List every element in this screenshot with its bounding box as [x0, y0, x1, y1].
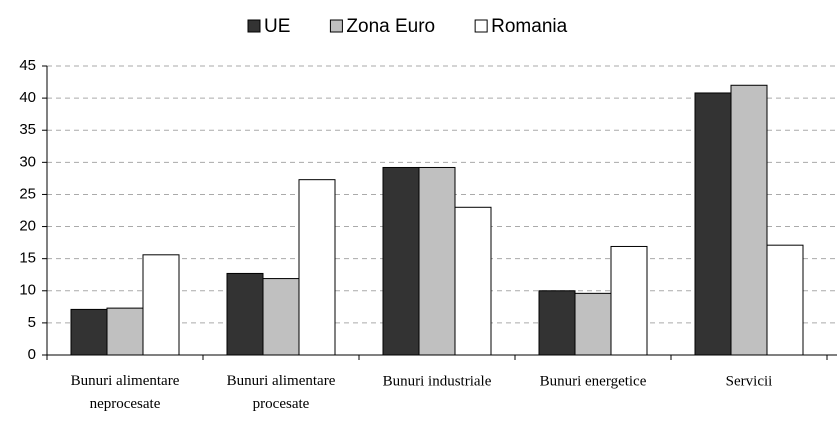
- bar: [382, 166, 420, 356]
- x-tick-label: Bunuri alimentare neprocesate: [71, 373, 180, 412]
- bar: [298, 179, 336, 356]
- bar: [574, 292, 612, 356]
- x-tick-label: Bunuri energetice: [540, 373, 647, 389]
- bar: [262, 278, 300, 356]
- y-tick-label: 40: [19, 89, 36, 106]
- legend-label: Zona Euro: [346, 16, 435, 37]
- bar: [226, 272, 264, 356]
- y-tick-label: 10: [19, 282, 36, 299]
- y-tick-label: 25: [19, 185, 36, 202]
- bar: [418, 166, 456, 356]
- y-tick-label: 5: [28, 314, 36, 331]
- bar: [538, 290, 576, 356]
- bar: [106, 307, 144, 356]
- y-tick-label: 35: [19, 121, 36, 138]
- legend-label: Romania: [491, 16, 567, 37]
- y-tick-label: 30: [19, 153, 36, 170]
- legend-swatch: [329, 19, 343, 33]
- bar: [730, 84, 768, 356]
- legend-swatch: [474, 19, 488, 33]
- bar: [766, 244, 804, 356]
- bar: [454, 206, 492, 356]
- legend-swatch: [247, 19, 261, 33]
- y-tick-label: 20: [19, 218, 36, 235]
- bar: [142, 254, 180, 356]
- y-tick-label: 15: [19, 250, 36, 267]
- x-tick-label: Bunuri alimentare procesate: [227, 373, 336, 412]
- y-tick-label: 0: [28, 346, 36, 363]
- bar: [694, 92, 732, 356]
- bar: [610, 245, 648, 356]
- x-tick-label: Bunuri industriale: [383, 373, 492, 389]
- y-tick-label: 45: [19, 57, 36, 74]
- bar: [70, 308, 108, 356]
- legend-label: UE: [264, 16, 290, 37]
- x-tick-label: Servicii: [726, 373, 773, 389]
